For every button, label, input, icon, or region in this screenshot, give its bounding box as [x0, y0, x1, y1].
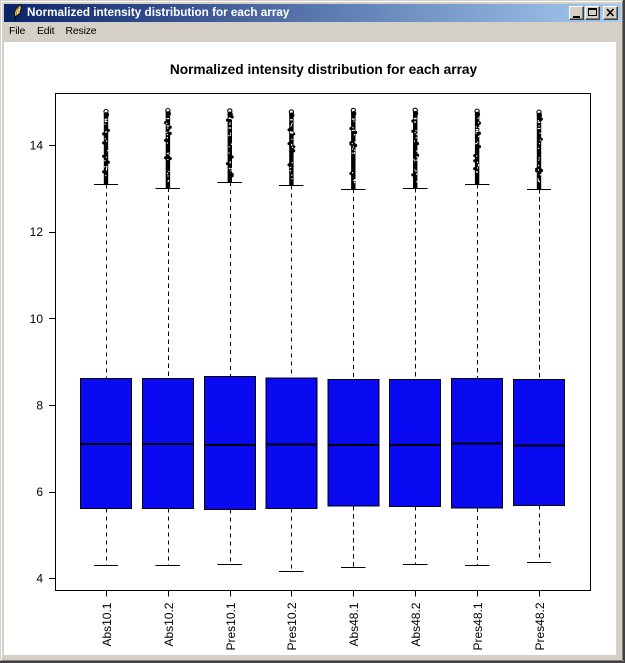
- svg-text:12: 12: [30, 225, 44, 239]
- svg-text:Abs48.2: Abs48.2: [409, 602, 423, 646]
- svg-text:Abs10.1: Abs10.1: [100, 602, 114, 646]
- svg-text:Normalized intensity distribut: Normalized intensity distribution for ea…: [170, 62, 478, 77]
- svg-text:10: 10: [30, 312, 44, 326]
- svg-text:Pres10.2: Pres10.2: [285, 602, 299, 650]
- svg-text:Pres48.1: Pres48.1: [471, 602, 485, 650]
- svg-text:Pres48.2: Pres48.2: [533, 602, 547, 650]
- svg-text:6: 6: [36, 485, 43, 499]
- svg-text:14: 14: [30, 139, 44, 153]
- svg-text:Abs10.2: Abs10.2: [162, 602, 176, 646]
- svg-text:4: 4: [36, 572, 43, 586]
- svg-text:Abs48.1: Abs48.1: [347, 602, 361, 646]
- svg-text:8: 8: [36, 398, 43, 412]
- svg-text:Pres10.1: Pres10.1: [224, 602, 238, 650]
